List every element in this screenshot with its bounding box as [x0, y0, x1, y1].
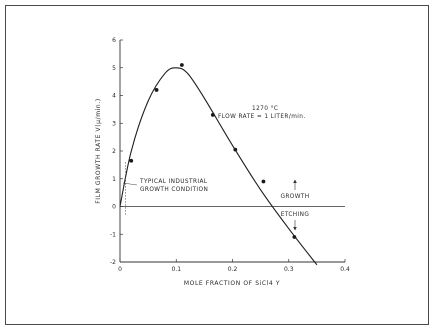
x-tick-label: 0.3 — [284, 266, 294, 273]
x-tick-label: 0.4 — [340, 266, 350, 273]
y-tick-label: 2 — [112, 148, 116, 155]
conditions-flow-rate: FLOW RATE = 1 LITER/min. — [218, 114, 306, 120]
y-tick-label: 3 — [112, 120, 116, 127]
data-point — [129, 158, 134, 163]
y-tick-label: -1 — [110, 231, 116, 238]
data-point — [233, 147, 238, 152]
measured-points — [129, 63, 297, 239]
y-tick-label: 1 — [112, 176, 116, 183]
data-point — [154, 88, 159, 92]
data-point — [210, 113, 215, 117]
x-axis-title: MOLE FRACTION OF SiCl4 Y — [184, 280, 280, 287]
data-point — [261, 179, 266, 184]
y-tick-label: 0 — [112, 204, 116, 211]
y-tick-label: 4 — [112, 93, 116, 100]
x-tick-label: 0.2 — [228, 266, 238, 273]
growth-label: GROWTH — [280, 194, 309, 200]
conditions-temperature: 1270 °C — [252, 106, 278, 112]
industrial-label-line1: TYPICAL INDUSTRIAL — [139, 179, 208, 185]
etching-arrow-icon — [293, 220, 297, 231]
data-point — [292, 235, 297, 239]
industrial-leader — [122, 182, 138, 186]
industrial-label-line2: GROWTH CONDITION — [140, 187, 208, 193]
x-tick-label: 0.1 — [171, 266, 181, 273]
x-ticks: 0 0.1 0.2 0.3 0.4 — [118, 259, 350, 273]
y-tick-label: -2 — [110, 259, 116, 266]
growth-arrow-icon — [293, 179, 297, 190]
y-ticks: -2 -1 0 1 2 3 4 5 6 — [110, 37, 123, 266]
x-tick-label: 0 — [118, 266, 122, 273]
fitted-curve — [119, 67, 318, 266]
y-tick-label: 5 — [112, 65, 116, 72]
data-point — [179, 63, 184, 67]
etching-label: ETCHING — [281, 212, 310, 218]
image-frame — [5, 5, 429, 325]
y-tick-label: 6 — [112, 37, 116, 44]
y-axis-title: FILM GROWTH RATE V(μ/min.) — [95, 98, 102, 204]
